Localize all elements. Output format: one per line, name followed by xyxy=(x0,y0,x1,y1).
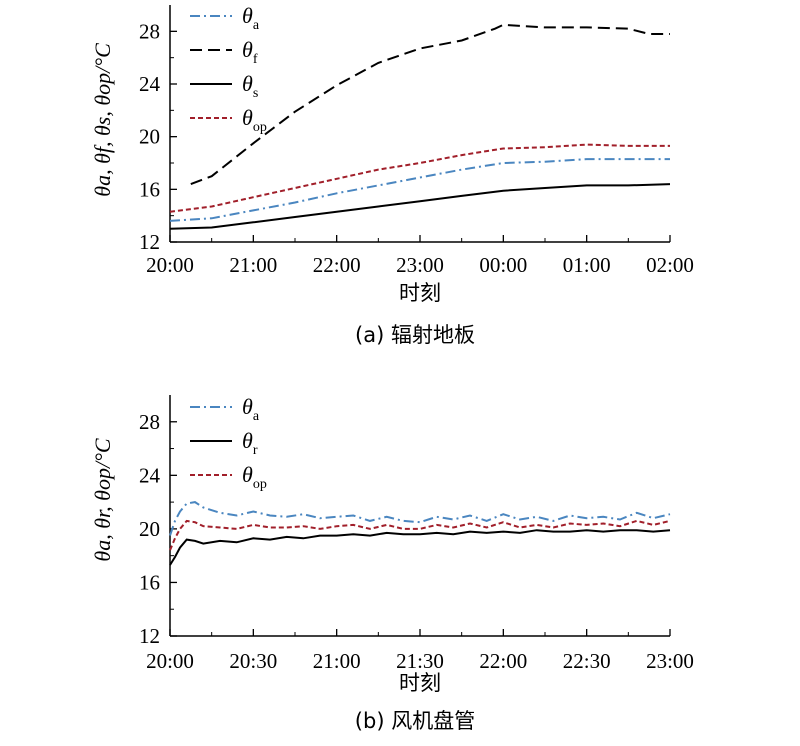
x-tick-label: 22:30 xyxy=(563,649,611,673)
legend-symbol: θ xyxy=(242,3,253,28)
x-tick-label: 22:00 xyxy=(313,253,361,277)
series-line-f xyxy=(190,23,670,186)
y-tick-label: 20 xyxy=(139,517,160,541)
x-tick-label: 20:30 xyxy=(229,649,277,673)
x-tick-label: 23:00 xyxy=(646,649,694,673)
series-line-op xyxy=(169,143,670,213)
x-tick-label: 20:00 xyxy=(146,253,194,277)
y-tick-label: 28 xyxy=(139,410,160,434)
legend-label: θa xyxy=(242,394,260,424)
y-axis-label: θa, θr, θop/°C xyxy=(90,438,115,561)
legend-label: θa xyxy=(242,3,260,33)
x-axis-label: 时刻 xyxy=(399,671,441,695)
x-tick-label: 23:00 xyxy=(396,253,444,277)
series-line-r xyxy=(169,529,671,566)
y-tick-label: 20 xyxy=(139,125,160,149)
legend-label: θs xyxy=(242,71,258,101)
y-tick-label: 24 xyxy=(139,463,161,487)
legend-symbol: θ xyxy=(242,71,253,96)
legend-label: θop xyxy=(242,105,267,135)
legend-symbol: θ xyxy=(242,462,253,487)
y-tick-label: 12 xyxy=(139,624,160,648)
x-tick-label: 21:30 xyxy=(396,649,444,673)
x-tick-label: 21:00 xyxy=(313,649,361,673)
series-line-s xyxy=(169,183,671,230)
x-tick-label: 00:00 xyxy=(479,253,527,277)
y-tick-label: 24 xyxy=(139,72,161,96)
y-tick-label: 16 xyxy=(139,177,160,201)
legend-subscript: f xyxy=(253,52,258,67)
y-tick-label: 28 xyxy=(139,19,160,43)
chart-panel-b: 12 16 20 24 28 20:00 20:30 21:00 21:30 22:00 22:30… xyxy=(90,394,694,733)
legend-subscript: a xyxy=(253,18,260,33)
legend-label: θop xyxy=(242,462,267,492)
legend-subscript: s xyxy=(253,86,258,101)
y-tick-label: 16 xyxy=(139,570,160,594)
x-tick-label: 20:00 xyxy=(146,649,194,673)
legend-symbol: θ xyxy=(242,105,253,130)
series-line-op xyxy=(169,519,671,551)
x-tick-label: 02:00 xyxy=(646,253,694,277)
y-tick-label: 12 xyxy=(139,230,160,254)
x-tick-label: 21:00 xyxy=(229,253,277,277)
legend-symbol: θ xyxy=(242,37,253,62)
legend-subscript: a xyxy=(253,409,260,424)
x-tick-label: 22:00 xyxy=(479,649,527,673)
panel-caption: (b) 风机盘管 xyxy=(355,709,475,733)
legend-subscript: op xyxy=(253,120,267,135)
legend-symbol: θ xyxy=(242,428,253,453)
legend-label: θf xyxy=(242,37,258,67)
x-tick-label: 01:00 xyxy=(563,253,611,277)
chart-panel-a: 12 16 20 24 28 20:00 21:00 22:00 23:00 00:00 01:00… xyxy=(90,3,694,347)
panel-caption: (a) 辐射地板 xyxy=(355,323,475,347)
legend-subscript: r xyxy=(253,443,258,458)
legend-subscript: op xyxy=(253,477,267,492)
legend-symbol: θ xyxy=(242,394,253,419)
series-line-a xyxy=(169,501,671,536)
x-axis-label: 时刻 xyxy=(399,281,441,305)
legend-label: θr xyxy=(242,428,258,458)
y-axis-label: θa, θf, θs, θop/°C xyxy=(90,43,115,197)
series-line-a xyxy=(169,158,670,222)
